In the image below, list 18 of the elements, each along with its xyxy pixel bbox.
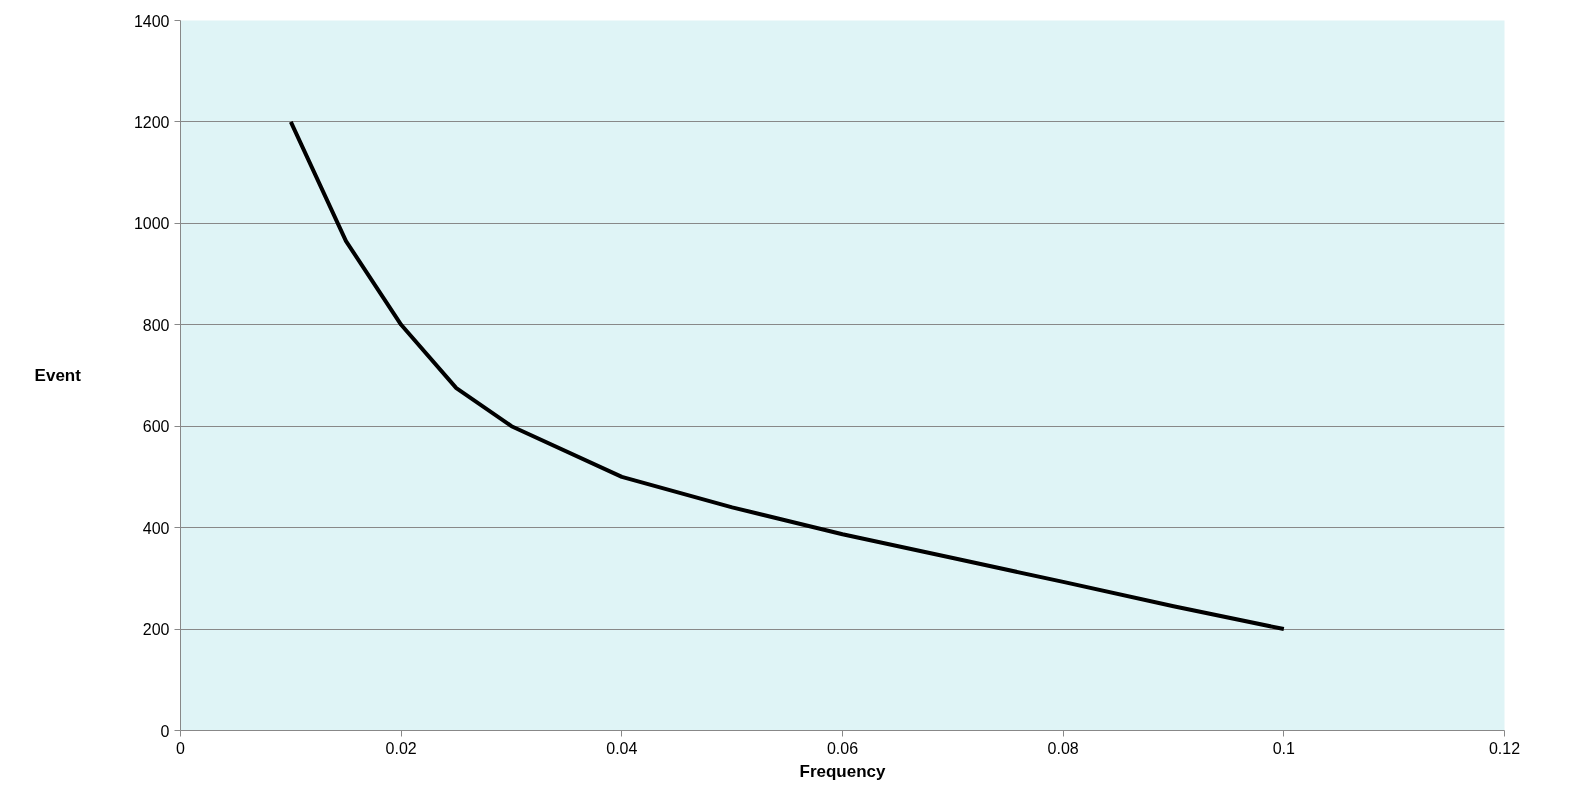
x-tick-label: 0.08 — [1047, 739, 1079, 757]
y-tick-label: 1200 — [133, 113, 170, 131]
y-tick-label: 1400 — [133, 12, 170, 30]
y-tick-label: 1000 — [133, 215, 170, 233]
y-tick-label: 200 — [142, 621, 170, 639]
x-tick-label: 0.04 — [606, 739, 638, 757]
line-series — [288, 119, 1286, 632]
x-tick-label: 0.02 — [385, 739, 417, 757]
x-tick-label: 0 — [176, 739, 186, 757]
x-tick-label: 0.1 — [1272, 739, 1296, 757]
x-tick-label: 0.12 — [1488, 739, 1521, 757]
x-axis-title: Frequency — [799, 761, 887, 781]
y-tick-label: 400 — [142, 519, 170, 537]
y-axis-title: Event — [34, 366, 82, 385]
x-tick-label: 0.06 — [826, 739, 859, 757]
y-tick-label: 800 — [142, 316, 170, 334]
y-tick-label: 600 — [142, 418, 170, 436]
y-tick-label: 0 — [160, 722, 170, 740]
